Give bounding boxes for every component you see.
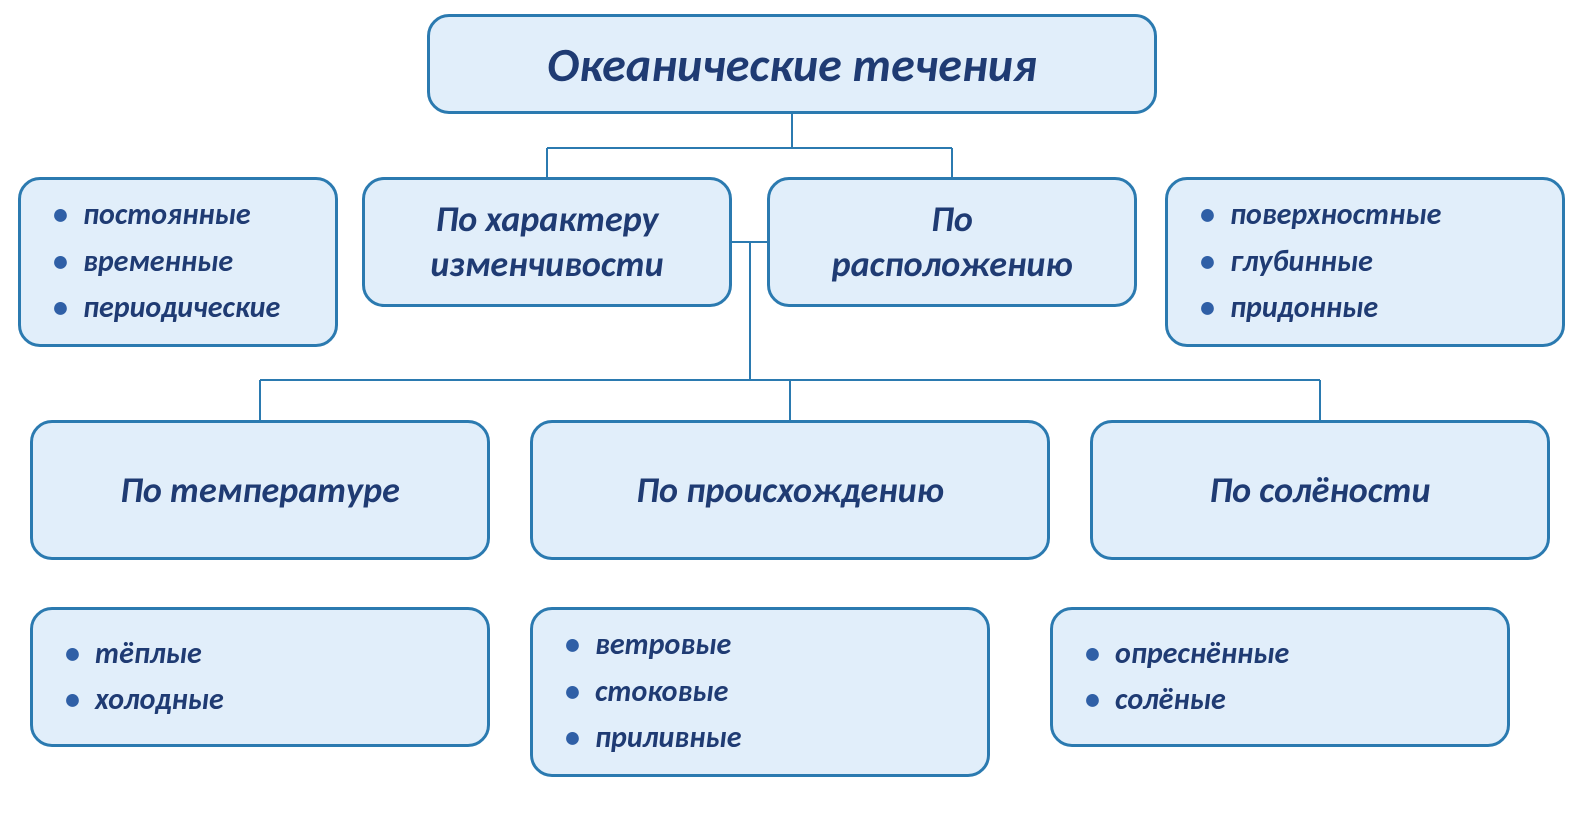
cat-temperature: По температуре [30, 420, 490, 560]
list-location-list-item-1: глубинные [1190, 239, 1536, 286]
cat-salinity-label: По солёности [1209, 468, 1430, 513]
cat-location-label: По расположению [832, 197, 1073, 287]
list-origin-list-item-0: ветровые [555, 622, 961, 669]
list-location-list-item-2: придонные [1190, 285, 1536, 332]
cat-location: По расположению [767, 177, 1137, 307]
list-location-list-item-0: поверхностные [1190, 192, 1536, 239]
cat-variability-label: По характеру изменчивости [430, 197, 663, 287]
list-variability-list-item-2: периодические [43, 285, 309, 332]
list-location-list: поверхностныеглубинныепридонные [1165, 177, 1565, 347]
list-temperature-list-ul: тёплыехолодные [55, 631, 461, 724]
title-node: Океанические течения [427, 14, 1157, 114]
title-node-label: Океанические течения [547, 35, 1037, 94]
list-salinity-list: опреснённыесолёные [1050, 607, 1510, 747]
list-variability-list-item-1: временные [43, 239, 309, 286]
list-temperature-list-item-1: холодные [55, 677, 461, 724]
list-temperature-list: тёплыехолодные [30, 607, 490, 747]
cat-variability: По характеру изменчивости [362, 177, 732, 307]
list-temperature-list-item-0: тёплые [55, 631, 461, 678]
list-origin-list-item-2: приливные [555, 715, 961, 762]
cat-temperature-label: По температуре [120, 468, 400, 513]
list-variability-list: постоянныевременныепериодические [18, 177, 338, 347]
cat-origin-label: По происхождению [636, 468, 943, 513]
list-salinity-list-ul: опреснённыесолёные [1075, 631, 1481, 724]
list-salinity-list-item-1: солёные [1075, 677, 1481, 724]
list-origin-list-item-1: стоковые [555, 669, 961, 716]
cat-origin: По происхождению [530, 420, 1050, 560]
list-location-list-ul: поверхностныеглубинныепридонные [1190, 192, 1536, 332]
list-origin-list-ul: ветровыестоковыеприливные [555, 622, 961, 762]
cat-salinity: По солёности [1090, 420, 1550, 560]
list-variability-list-item-0: постоянные [43, 192, 309, 239]
ocean-currents-diagram: Океанические течения По характеру изменчи… [0, 0, 1586, 814]
list-salinity-list-item-0: опреснённые [1075, 631, 1481, 678]
list-variability-list-ul: постоянныевременныепериодические [43, 192, 309, 332]
list-origin-list: ветровыестоковыеприливные [530, 607, 990, 777]
